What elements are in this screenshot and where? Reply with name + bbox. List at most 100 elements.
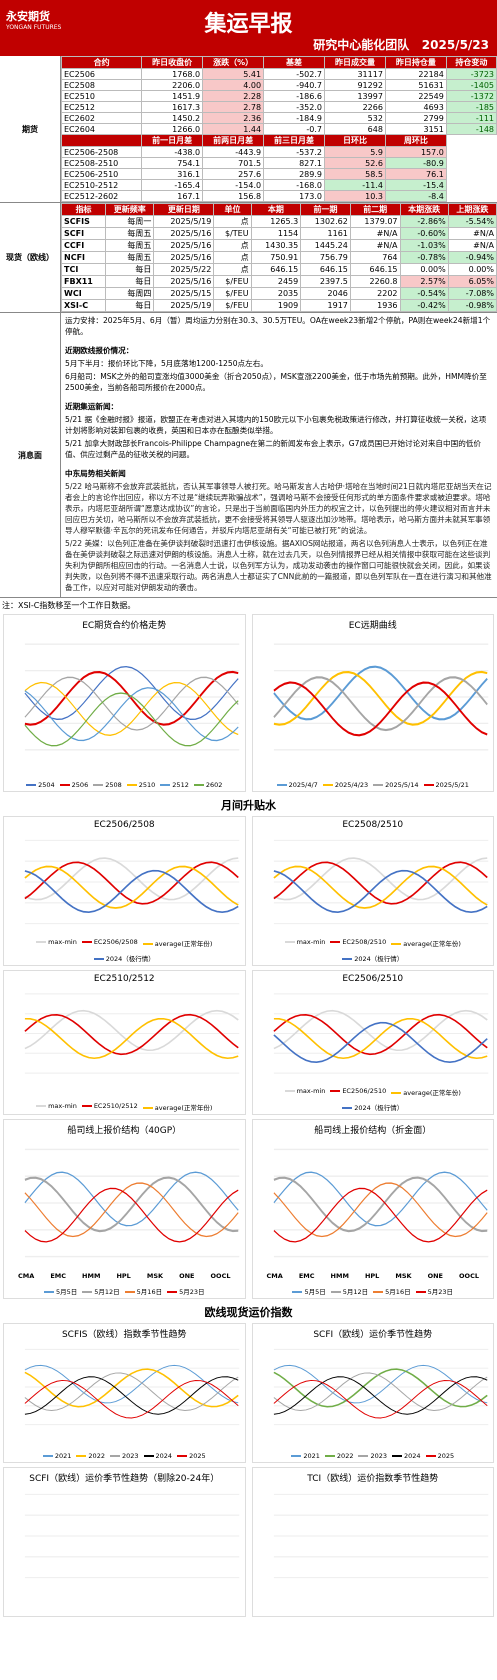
chart-panel: EC2510/2512 max-min EC2510/2512 average(正常年… — [3, 970, 246, 1115]
legend-swatch — [124, 1291, 135, 1293]
header-cell — [60, 134, 143, 147]
cell: TCI — [60, 263, 107, 276]
cell: 1302.62 — [300, 215, 351, 228]
chart-row: EC2510/2512 max-min EC2510/2512 average(正常年… — [0, 970, 497, 1115]
legend-swatch — [26, 784, 37, 786]
cell: 646.15 — [349, 263, 401, 276]
logo: 永安期货 — [6, 10, 50, 23]
cell: 点 — [213, 263, 252, 276]
series-line — [272, 1021, 488, 1064]
series-line — [273, 1182, 488, 1238]
header-cell: 前一期 — [300, 203, 351, 216]
cell: 1445.24 — [300, 239, 351, 252]
header-cell: 持仓变动 — [445, 56, 497, 69]
chart-panel: EC2506/2510 max-min EC2506/2510 average(正常年… — [251, 970, 494, 1115]
legend-label: 2023 — [121, 1452, 139, 1460]
legend-label: 5月23日 — [427, 1288, 454, 1296]
legend-item: average(正常年份) — [142, 938, 212, 948]
legend-item: 2021 — [291, 1452, 320, 1460]
legend-item: max-min — [36, 1102, 77, 1112]
chart-plot — [24, 839, 240, 925]
legend-item: 2508 — [93, 781, 122, 789]
legend-label: EC2506/2508 — [93, 938, 138, 946]
x-tick-label: EMC — [298, 1272, 315, 1280]
cell: SCFIS — [60, 215, 107, 228]
paragraph: 中东局势相关新闻 — [65, 469, 126, 478]
cell: EC2508-2510 — [60, 157, 143, 169]
legend: 5月5日 5月12日 5月16日 5月23日 — [4, 1286, 245, 1296]
legend-swatch — [59, 784, 70, 786]
cell: 2025/5/16 — [153, 275, 215, 288]
legend-swatch — [284, 941, 295, 943]
cell: 756.79 — [300, 251, 351, 264]
cell: 4.00 — [202, 79, 265, 91]
legend-item: 2512 — [160, 781, 189, 789]
cell: 每周五 — [105, 227, 155, 240]
cell: 每周一 — [105, 215, 155, 228]
legend-label: max-min — [48, 938, 77, 946]
cell: 173.0 — [263, 190, 325, 202]
legend-label: 2023 — [370, 1452, 388, 1460]
cell: 22184 — [384, 68, 447, 80]
series-line — [24, 676, 239, 731]
x-tick-label: MSK — [395, 1272, 412, 1280]
cell: -0.54% — [399, 287, 449, 300]
cell: 2.28 — [202, 90, 265, 102]
cell: -15.4 — [384, 179, 447, 191]
cell: 2260.8 — [349, 275, 401, 288]
row: TCI 每日 2025/5/22 点 646.15 646.15 646.15 0.00% 0.… — [60, 263, 497, 276]
cell: 1161 — [300, 227, 351, 240]
chart-title: SCFIS（欧线）指数季节性趋势 — [61, 1330, 187, 1340]
legend-label: 5月16日 — [136, 1288, 163, 1296]
cell: 13997 — [324, 90, 386, 102]
legend-swatch — [373, 784, 384, 786]
header-cell: 昨日持仓量 — [384, 56, 447, 69]
legend-swatch — [392, 1455, 403, 1457]
cell: EC2506-2508 — [60, 146, 143, 158]
series-line — [273, 869, 488, 913]
chart-panel: EC2508/2510 max-min EC2508/2510 average(正常年… — [251, 816, 494, 966]
series-line — [24, 857, 239, 901]
legend-swatch — [177, 1455, 188, 1457]
chart-plot — [24, 993, 240, 1074]
x-tick-label: ONE — [427, 1272, 443, 1280]
legend-item: EC2508/2510 — [330, 938, 386, 948]
legend-item: 2506 — [59, 781, 88, 789]
chart-panel: SCFI（欧线）运价季节性趋势（剔除20-24年） — [3, 1467, 246, 1617]
paragraph: 5/21 加拿大财政部长Francois-Philippe Champagne在… — [65, 439, 481, 459]
cell: #N/A — [349, 227, 401, 240]
chart-title: EC2508/2510 — [342, 820, 404, 830]
cell: 58.5 — [324, 168, 386, 180]
header-row: 指标 更新频率 更新日期 单位 本期 前一期 前二期 本期涨跌 上期涨跌 — [60, 203, 497, 216]
subtitle: 研究中心能化团队 2025/5/23 — [313, 36, 489, 53]
section-label: 消息面 — [0, 313, 61, 597]
cell: 10.3 — [324, 190, 386, 202]
legend-item: 2024（极行情） — [93, 953, 155, 963]
cell: -5.54% — [447, 215, 497, 228]
legend-label: EC2508/2510 — [342, 938, 387, 946]
chart-panel: EC远期曲线 2025/4/7 2025/4/23 2025/5/14 2025/5/2… — [251, 614, 494, 792]
chart-title: EC期货合约价格走势 — [82, 621, 167, 631]
legend-label: 5月5日 — [304, 1288, 326, 1296]
cell: 91292 — [324, 79, 386, 91]
legend-item: max-min — [284, 938, 325, 948]
header-cell: 基差 — [263, 56, 325, 69]
chart-row: 船司线上报价结构（40GP） CMA EMC HMM HPL MSK ONE OOCL 5月5日… — [0, 1119, 497, 1299]
series-line — [24, 1013, 239, 1056]
legend-item: EC2510/2512 — [81, 1102, 138, 1112]
legend-item: 2022 — [76, 1452, 105, 1460]
x-tick-label: MSK — [146, 1272, 164, 1280]
legend-swatch — [324, 1455, 335, 1457]
cell: 51631 — [384, 79, 447, 91]
x-tick-label: OOCL — [459, 1272, 479, 1280]
cell: 157.0 — [384, 146, 447, 158]
legend-item: 2022 — [324, 1452, 353, 1460]
cell: 每周五 — [105, 251, 155, 264]
cell: #N/A — [447, 239, 497, 252]
legend-swatch — [167, 1291, 178, 1293]
legend-swatch — [93, 784, 104, 786]
x-tick-label: HMM — [82, 1272, 101, 1280]
legend: 2021 2022 2023 2024 2025 — [253, 1452, 494, 1460]
cell: -7.08% — [447, 287, 497, 300]
cell: -165.4 — [141, 179, 204, 191]
